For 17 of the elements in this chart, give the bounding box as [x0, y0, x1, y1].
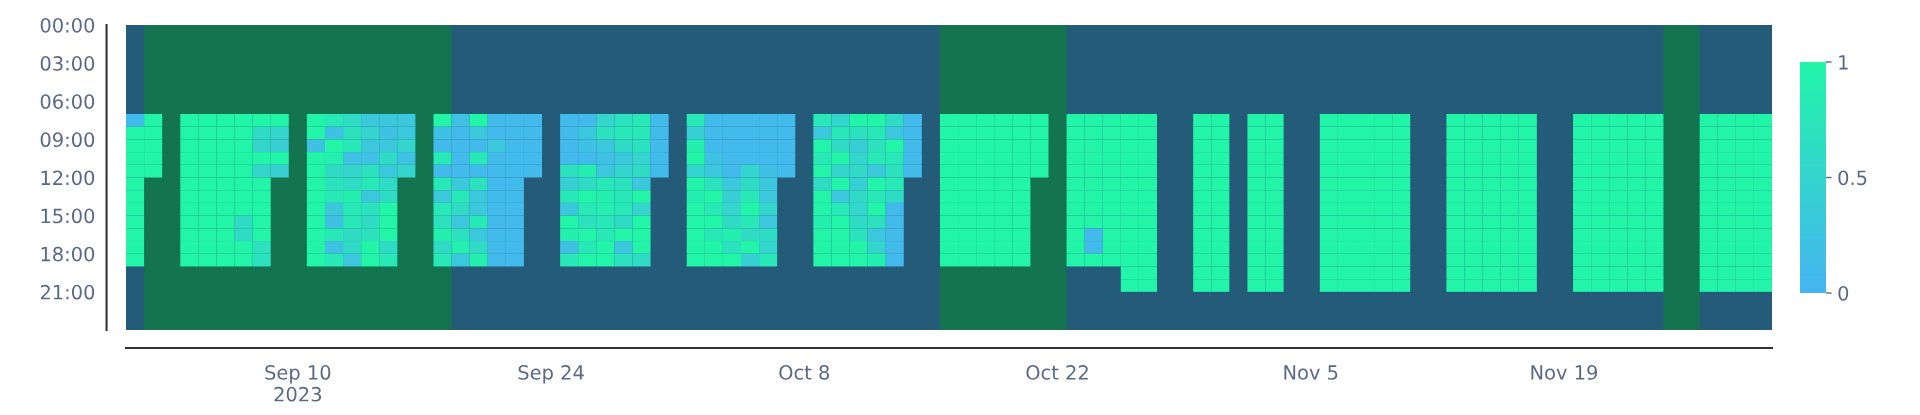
y-tick-label: 00:00 — [40, 17, 95, 33]
y-tick-label: 12:00 — [41, 170, 95, 186]
y-tick-label: 21:00 — [40, 284, 95, 300]
x-tick-label: Sep 24 — [518, 365, 584, 384]
x-tick-label: Nov 19 — [1531, 365, 1598, 380]
color-bar-label: 0 — [1838, 285, 1849, 301]
y-tick-label: 06:00 — [40, 94, 95, 109]
y-tick-label: 15:00 — [41, 208, 95, 224]
y-tick-label: 09:00 — [40, 132, 95, 148]
x-tick-label: Nov 5 — [1284, 365, 1338, 380]
x-tick-label: Oct 8 — [779, 365, 830, 380]
y-tick-label: 18:00 — [41, 246, 95, 262]
y-tick-label: 03:00 — [40, 56, 95, 71]
color-bar-label: 0.5 — [1838, 170, 1867, 186]
x-tick-label: Oct 22 — [1026, 365, 1088, 380]
color-bar-label: 1 — [1839, 55, 1848, 70]
x-tick-label: Sep 10 2023 — [265, 365, 331, 402]
